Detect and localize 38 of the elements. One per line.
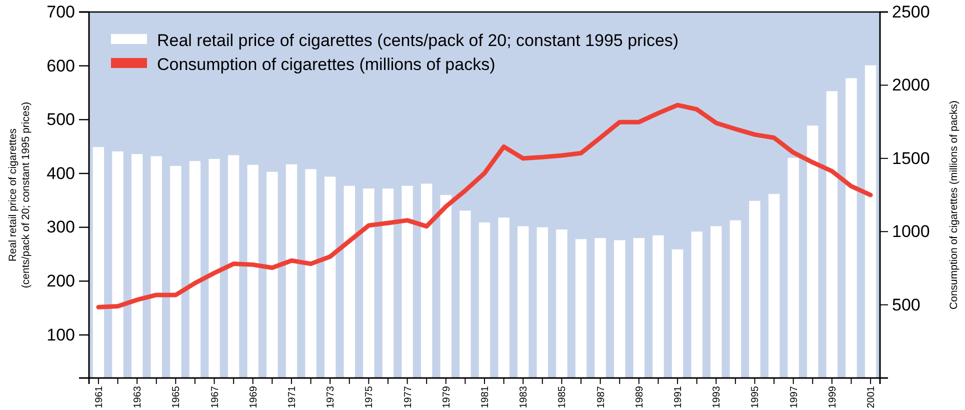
y-axis-title: Real retail price of cigarettes (cents/pack of 20; constant 1995 prices) [7,102,32,288]
legend-label: Consumption of cigarettes (millions of packs) [157,54,496,74]
y-tick-label: 600 [46,56,75,76]
x-tick-label: 1981 [480,386,491,408]
x-tick-label: 1997 [788,386,800,408]
x-tick-label: 1961 [94,386,105,408]
x-tick-label: 2001 [866,386,878,408]
x-tick-label: 1977 [402,386,414,408]
y-tick-label: 400 [46,164,75,183]
x-tick-label: 1991 [673,386,684,408]
x-tick-label: 1985 [557,386,568,408]
y2-tick-label: 2500 [892,2,930,22]
x-tick-label: 1967 [210,386,221,408]
x-tick-label: 1969 [248,386,260,408]
x-tick-label: 1975 [364,386,376,408]
x-tick-label: 1983 [518,386,530,408]
x-tick-label: 1973 [326,386,337,408]
y-tick-label: 100 [46,325,75,344]
x-tick-label: 1965 [171,386,182,408]
x-tick-label: 1999 [827,386,838,408]
y2-tick-label: 1500 [892,148,930,168]
x-tick-label: 1979 [441,386,452,408]
y2-axis-title: Consumption of cigarettes (millions of packs) [948,100,960,310]
y-tick-label: 200 [46,272,75,291]
y2-tick-label: 500 [892,295,920,314]
x-tick-label: 1989 [634,386,646,408]
x-tick-label: 1995 [750,386,762,408]
x-tick-label: 1987 [596,386,607,408]
y-tick-label: 700 [46,2,75,22]
y2-tick-label: 1000 [892,222,930,242]
x-tick-label: 1963 [132,386,144,408]
legend-label: Real retail price of cigarettes (cents/pack of 20; constant 1995 prices) [157,30,679,50]
y2-tick-label: 2000 [892,76,930,95]
line-series [96,102,873,310]
x-tick-label: 1971 [286,386,298,408]
x-tick-label: 1993 [712,386,723,408]
y-tick-label: 500 [46,110,75,130]
y-tick-label: 300 [46,218,75,237]
